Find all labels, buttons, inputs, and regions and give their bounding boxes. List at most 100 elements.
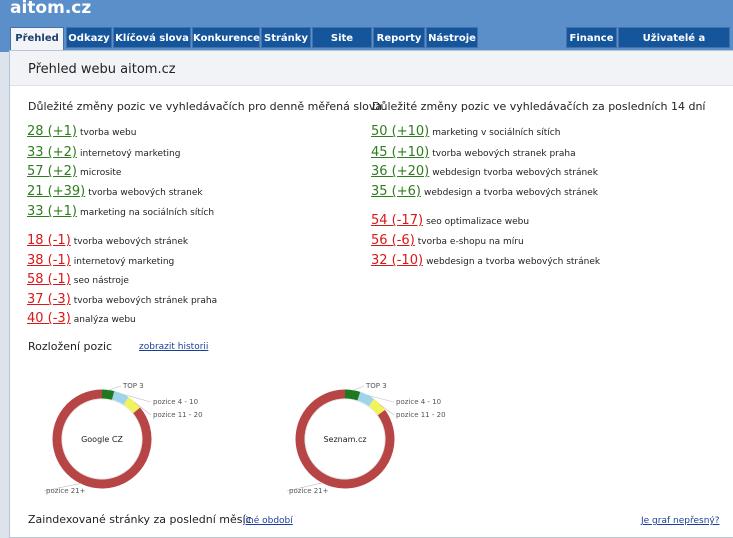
indexed-title: Zaindexované stránky za poslední měsíc — [28, 513, 252, 526]
distribution-title: Rozložení pozic — [28, 340, 113, 353]
keyword-label: tvorba e-shopu na míru — [417, 237, 524, 247]
position-change-link[interactable]: 35 (+6) — [371, 184, 421, 199]
pie-slice-label: pozice 21+ — [289, 487, 329, 495]
keyword-label: tvorba webových stránek — [73, 237, 189, 247]
pie-slice-label: pozice 4 - 10 — [396, 398, 441, 406]
page-title: Přehled webu aitom.cz — [28, 62, 176, 77]
keyword-label: tvorba webových stránek praha — [73, 296, 218, 306]
leader-line — [43, 483, 82, 492]
chart-accuracy-link[interactable]: Je graf nepřesný? — [641, 516, 720, 526]
list-item: 33 (+2) internetový marketing — [27, 143, 180, 161]
pie-slice-label: pozice 4 - 10 — [153, 398, 198, 406]
position-change-link[interactable]: 40 (-3) — [27, 311, 71, 326]
position-change-link[interactable]: 38 (-1) — [27, 253, 71, 268]
tab-site-finder[interactable]: Site finder — [312, 27, 372, 65]
tab-uzivatele[interactable]: Uživatelé a oprávnění — [618, 27, 730, 65]
position-change-link[interactable]: 56 (-6) — [371, 233, 415, 248]
pie-slice-label: pozice 11 - 20 — [396, 411, 446, 419]
keyword-label: marketing na sociálních sítích — [79, 208, 215, 218]
pie-chart-google: Google CZ TOP 3 pozice 4 - 10 pozice 11 - 2… — [43, 382, 203, 495]
pie-slice-label: TOP 3 — [122, 382, 144, 390]
leader-line — [134, 401, 152, 416]
overview-panel: Přehled webu aitom.cz Důležité změny poz… — [9, 50, 733, 538]
position-change-link[interactable]: 58 (-1) — [27, 272, 71, 287]
keyword-label: seo optimalizace webu — [426, 217, 530, 227]
keyword-label: tvorba webových stranek praha — [432, 149, 576, 159]
leader-line — [352, 385, 365, 391]
pie-slice-label: pozice 11 - 20 — [153, 411, 203, 419]
list-item: 18 (-1) tvorba webových stránek — [27, 231, 188, 249]
position-change-link[interactable]: 37 (-3) — [27, 292, 71, 307]
list-item: 21 (+39) tvorba webových stranek — [27, 182, 203, 200]
pie-slice — [295, 389, 395, 489]
position-change-link[interactable]: 21 (+39) — [27, 184, 86, 199]
tab-odkazy[interactable]: Odkazy — [66, 27, 112, 48]
pie-slice — [368, 398, 386, 416]
brand-title[interactable]: aitom.cz — [10, 0, 92, 18]
donut-hole — [304, 398, 386, 480]
list-item: 36 (+20) webdesign tvorba webových stráne… — [371, 162, 598, 180]
pie-slice — [101, 389, 115, 400]
chart-center-label: Seznam.cz — [323, 435, 366, 444]
panel-header: Přehled webu aitom.cz — [10, 51, 733, 86]
leader-line — [108, 385, 122, 391]
list-item: 57 (+2) microsite — [27, 162, 121, 180]
position-change-link[interactable]: 57 (+2) — [27, 164, 77, 179]
list-item: 28 (+1) tvorba webu — [27, 122, 136, 140]
leader-line — [121, 393, 152, 403]
leader-line — [286, 482, 323, 492]
list-item: 40 (-3) analýza webu — [27, 309, 136, 327]
tab-prehled[interactable]: Přehled — [10, 27, 64, 50]
tab-reporty[interactable]: Reporty — [373, 27, 425, 48]
list-item: 50 (+10) marketing v sociálních sítích — [371, 122, 560, 140]
list-item: 38 (-1) internetový marketing — [27, 251, 174, 269]
position-change-link[interactable]: 54 (-17) — [371, 213, 424, 228]
pie-slice — [52, 389, 152, 489]
pie-slice-label: TOP 3 — [365, 382, 387, 390]
tab-finance[interactable]: Finance — [566, 27, 617, 48]
header-bar: aitom.cz Přehled Odkazy Klíčová slova Ko… — [0, 0, 733, 65]
keyword-label: seo nástroje — [73, 276, 129, 286]
pie-slice — [357, 391, 375, 407]
donut-hole — [61, 398, 143, 480]
list-item: 33 (+1) marketing na sociálních sítích — [27, 202, 214, 220]
right-section-title: Důležité změny pozic ve vyhledávačích za… — [372, 100, 706, 113]
list-item: 35 (+6) webdesign a tvorba webových strán… — [371, 182, 598, 200]
tab-konkurence[interactable]: Konkurence — [192, 27, 260, 48]
other-period-link[interactable]: jiné období — [243, 516, 293, 526]
pie-slice — [344, 389, 361, 401]
list-item: 45 (+10) tvorba webových stranek praha — [371, 143, 576, 161]
pie-slice — [111, 391, 129, 405]
leader-line — [379, 404, 395, 416]
keyword-label: marketing v sociálních sítích — [432, 128, 561, 138]
position-change-link[interactable]: 18 (-1) — [27, 233, 71, 248]
position-change-link[interactable]: 50 (+10) — [371, 124, 430, 139]
position-change-link[interactable]: 32 (-10) — [371, 253, 424, 268]
main-tabs: Přehled Odkazy Klíčová slova Konkurence … — [0, 27, 733, 65]
list-item: 37 (-3) tvorba webových stránek praha — [27, 290, 217, 308]
keyword-label: tvorba webových stranek — [88, 188, 203, 198]
position-change-link[interactable]: 28 (+1) — [27, 124, 77, 139]
keyword-label: internetový marketing — [73, 257, 175, 267]
keyword-label: tvorba webu — [79, 128, 137, 138]
tab-stranky[interactable]: Stránky — [261, 27, 311, 48]
keyword-label: webdesign tvorba webových stránek — [432, 168, 598, 178]
chart-center-label: Google CZ — [81, 435, 123, 444]
list-item: 56 (-6) tvorba e-shopu na míru — [371, 231, 524, 249]
position-change-link[interactable]: 33 (+1) — [27, 204, 77, 219]
list-item: 58 (-1) seo nástroje — [27, 270, 129, 288]
keyword-label: webdesign a tvorba webových stránek — [426, 257, 601, 267]
list-item: 32 (-10) webdesign a tvorba webových strá… — [371, 251, 600, 269]
leader-line — [367, 395, 395, 403]
keyword-label: webdesign a tvorba webových stránek — [423, 188, 599, 198]
list-item: 54 (-17) seo optimalizace webu — [371, 211, 529, 229]
tab-nastroje[interactable]: Nástroje — [426, 27, 478, 48]
history-link[interactable]: zobrazit historii — [139, 342, 209, 352]
pie-chart-seznam: Seznam.cz TOP 3 pozice 4 - 10 pozice 11 - 2… — [286, 382, 446, 495]
position-change-link[interactable]: 45 (+10) — [371, 145, 430, 160]
pie-slice — [123, 397, 141, 414]
keyword-label: internetový marketing — [79, 149, 181, 159]
tab-klicova-slova[interactable]: Klíčová slova — [113, 27, 191, 48]
position-change-link[interactable]: 36 (+20) — [371, 164, 430, 179]
position-change-link[interactable]: 33 (+2) — [27, 145, 77, 160]
